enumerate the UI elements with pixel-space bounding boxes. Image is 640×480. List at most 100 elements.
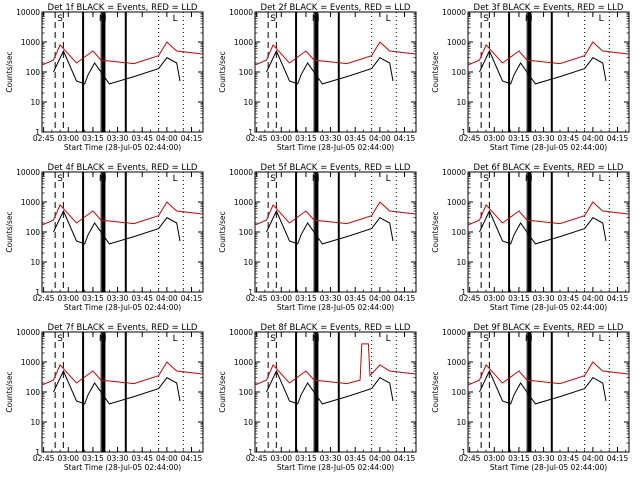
x-tick-label: 03:30 [107,134,129,143]
y-tick-label: 10000 [229,168,253,177]
x-tick-label: 02:45 [33,294,55,303]
y-tick-label: 10000 [442,328,466,337]
segment-marker-label: L [173,174,178,184]
y-tick-label: 1000 [447,38,466,47]
segment-marker-label: M [525,14,533,24]
segment-marker-label: L [386,174,391,184]
x-tick-label: 03:30 [320,454,342,463]
y-tick-label: 1 [248,448,253,457]
x-tick-label: 04:15 [394,134,416,143]
x-tick-label: 03:45 [557,294,579,303]
segment-marker-label: S [483,14,489,24]
y-tick-label: 10 [243,258,253,267]
series-lld-line [467,41,628,66]
segment-marker-label: L [173,14,178,24]
x-tick-label: 02:45 [246,294,268,303]
segment-marker-label: M [312,174,320,184]
segment-marker-label: S [483,174,489,184]
x-tick-label: 02:45 [459,294,481,303]
x-axis-label: Start Time (28-Jul-05 02:44:00) [277,143,394,152]
x-tick-label: 03:45 [131,454,153,463]
y-tick-label: 1000 [447,358,466,367]
x-tick-label: 03:15 [508,294,530,303]
segment-marker-label: M [312,14,320,24]
x-tick-label: 04:15 [394,454,416,463]
x-tick-label: 02:45 [33,134,55,143]
y-tick-label: 10 [456,98,466,107]
y-tick-label: 1 [35,448,40,457]
x-tick-label: 03:15 [82,294,104,303]
y-tick-label: 10000 [16,8,40,17]
x-tick-label: 04:00 [369,294,391,303]
x-tick-label: 03:30 [107,454,129,463]
chart-panel-3: Det 3f BLACK = Events, RED = LLD 1 10 100 10… [431,3,630,152]
x-axis-label: Start Time (28-Jul-05 02:44:00) [64,303,181,312]
series-events-line [53,369,181,405]
chart-title: Det 9f BLACK = Events, RED = LLD [474,323,624,333]
x-tick-label: 03:00 [57,134,79,143]
x-tick-label: 03:15 [508,454,530,463]
y-tick-label: 10000 [442,168,466,177]
x-tick-label: 03:00 [57,454,79,463]
y-tick-label: 1 [461,288,466,297]
x-tick-label: 03:15 [508,134,530,143]
x-tick-label: 02:45 [459,454,481,463]
x-tick-label: 03:45 [344,134,366,143]
x-tick-label: 04:15 [181,454,203,463]
x-tick-label: 03:15 [295,454,317,463]
x-tick-label: 03:30 [107,294,129,303]
chart-panel-2: Det 2f BLACK = Events, RED = LLD 1 10 100 10… [218,3,417,152]
x-tick-label: 03:00 [270,134,292,143]
x-tick-label: 04:00 [582,294,604,303]
x-tick-label: 04:00 [369,134,391,143]
y-axis-label: Counts/sec [431,51,440,92]
segment-marker-label: L [599,334,604,344]
segment-marker-label: S [270,14,276,24]
x-tick-label: 03:45 [131,134,153,143]
series-events-line [479,209,607,245]
y-tick-label: 1 [461,448,466,457]
y-tick-label: 10000 [229,8,253,17]
segment-marker-label: M [312,334,320,344]
y-tick-label: 1 [248,288,253,297]
y-axis-label: Counts/sec [218,51,227,92]
chart-panel-6: Det 6f BLACK = Events, RED = LLD 1 10 100 10… [431,163,630,312]
segment-marker-label: S [57,174,63,184]
series-events-line [53,209,181,245]
y-tick-label: 1000 [234,38,253,47]
y-tick-label: 10000 [442,8,466,17]
y-tick-label: 1000 [21,38,40,47]
y-tick-label: 1000 [447,198,466,207]
x-tick-label: 03:30 [533,294,555,303]
segment-marker-label: M [525,334,533,344]
x-tick-label: 04:00 [369,454,391,463]
y-tick-label: 1000 [234,358,253,367]
x-tick-label: 03:15 [295,134,317,143]
segment-marker-label: M [525,174,533,184]
x-tick-label: 03:15 [82,454,104,463]
x-tick-label: 04:00 [156,454,178,463]
series-events-line [479,49,607,85]
segment-marker-label: S [57,14,63,24]
segment-marker-label: L [386,14,391,24]
segment-marker-label: S [270,334,276,344]
x-tick-label: 04:15 [607,294,629,303]
series-events-line [266,209,394,245]
x-tick-label: 03:00 [483,454,505,463]
series-lld-line [254,201,415,226]
y-tick-label: 10000 [16,328,40,337]
x-tick-label: 04:00 [156,134,178,143]
segment-marker-label: S [270,174,276,184]
x-tick-label: 04:15 [607,454,629,463]
x-tick-label: 03:30 [320,294,342,303]
y-axis-label: Counts/sec [431,371,440,412]
x-tick-label: 03:30 [320,134,342,143]
y-axis-label: Counts/sec [5,51,14,92]
series-lld-line [254,343,415,386]
chart-panel-5: Det 5f BLACK = Events, RED = LLD 1 10 100 10… [218,163,417,312]
x-tick-label: 03:30 [533,134,555,143]
x-axis-label: Start Time (28-Jul-05 02:44:00) [490,143,607,152]
y-tick-label: 10 [456,418,466,427]
chart-title: Det 2f BLACK = Events, RED = LLD [261,3,411,13]
